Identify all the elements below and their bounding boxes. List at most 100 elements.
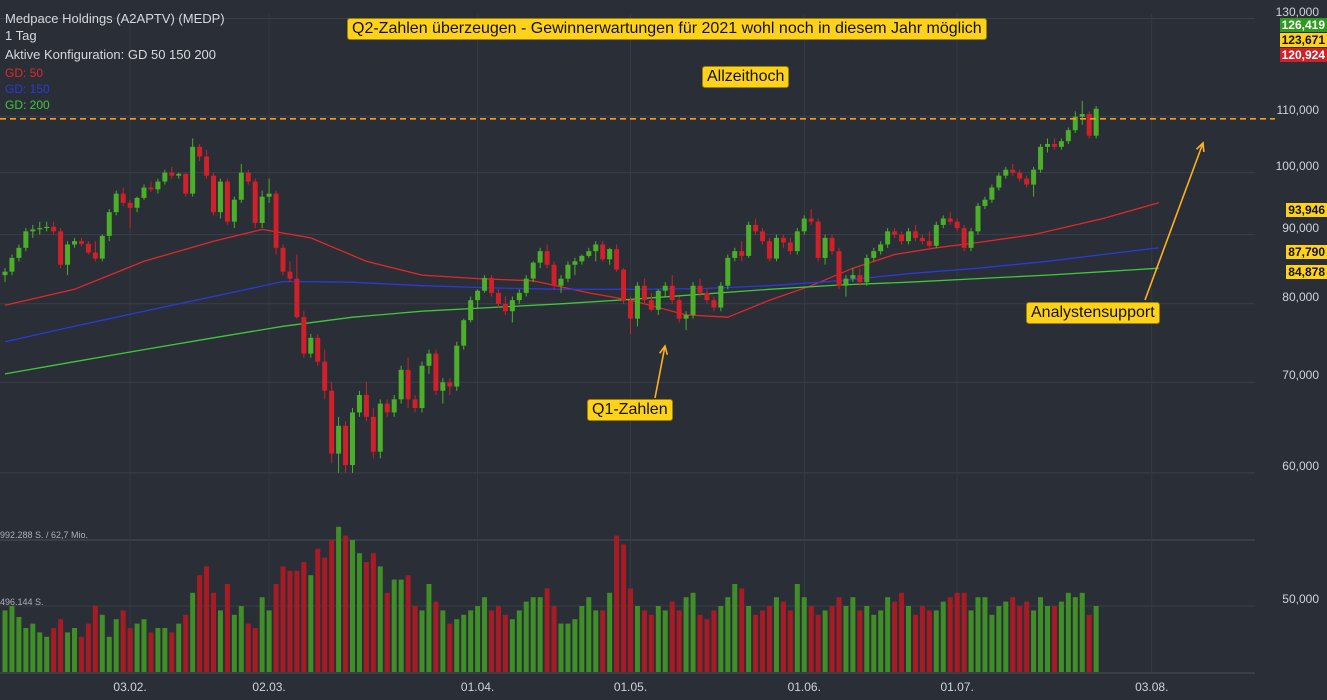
volume-bar [405, 575, 411, 672]
candle-body [231, 199, 237, 222]
volume-bar [197, 575, 203, 672]
candle-body [947, 218, 953, 222]
volume-bar [308, 575, 314, 672]
candle-body [516, 292, 522, 301]
candle-body [44, 226, 50, 229]
candle-body [315, 337, 321, 362]
price-low-badge: 120,924 [1279, 48, 1327, 62]
candle-body [669, 285, 675, 301]
volume-bar [794, 584, 800, 672]
candle-body [982, 199, 988, 206]
volume-bar [2, 610, 8, 672]
candle-body [1051, 144, 1057, 147]
volume-bar [551, 606, 557, 672]
candle-body [343, 425, 349, 466]
volume-bar [155, 628, 161, 672]
volume-bar [301, 562, 307, 672]
candle-body [489, 277, 494, 293]
volume-bar [468, 610, 474, 672]
volume-bar [398, 579, 404, 672]
volume-bar [787, 610, 793, 672]
volume-bar [134, 623, 140, 672]
candle-body [1010, 169, 1016, 173]
candle-body [753, 224, 759, 232]
candle-body [433, 353, 439, 391]
candle-body [600, 244, 606, 260]
volume-bar [530, 597, 536, 672]
volume-bar [683, 597, 689, 672]
candle-body [1058, 141, 1064, 147]
candle-body [99, 235, 105, 259]
candle-body [127, 202, 133, 208]
candle-body [176, 173, 182, 176]
candle-body [259, 196, 265, 223]
volume-bar [933, 610, 939, 672]
candle-body [815, 221, 821, 258]
volume-bar [350, 540, 355, 672]
volume-bar [919, 606, 925, 672]
volume-bar [58, 619, 64, 672]
candle-body [829, 237, 835, 252]
volume-bar [1065, 592, 1071, 672]
candle-body [760, 231, 766, 242]
candle-body [141, 187, 147, 198]
ath-annotation: Allzeithoch [702, 66, 790, 88]
volume-bar [975, 597, 981, 672]
volume-bar [780, 601, 786, 672]
candle-body [37, 228, 43, 230]
candle-body [822, 237, 828, 258]
volume-bar [961, 592, 967, 672]
y-tick-label: 80,000 [1282, 289, 1319, 304]
gd50-legend: GD: 50 [5, 66, 44, 80]
candle-body [808, 218, 814, 222]
y-tick-label: 100,000 [1275, 158, 1319, 173]
candle-body [252, 181, 258, 223]
candle-body [704, 292, 710, 301]
candle-body [989, 187, 995, 200]
candle-body [287, 271, 293, 279]
volume-bar [495, 606, 501, 672]
x-tick-label: 03.02. [113, 680, 147, 694]
candle-body [648, 300, 654, 310]
candle-body [836, 251, 842, 286]
gd-line-150 [4, 247, 1159, 343]
volume-bar [1079, 592, 1085, 672]
candle-body [739, 251, 745, 256]
volume-bar [475, 606, 481, 672]
candle-body [864, 257, 870, 283]
volume-bar [343, 535, 349, 672]
volume-bar [1093, 606, 1099, 672]
candle-body [280, 247, 286, 272]
candle-body [961, 228, 967, 248]
volume-bar [906, 606, 911, 672]
candle-body [65, 244, 71, 265]
volume-bar [162, 628, 168, 672]
y-tick-label: 90,000 [1282, 220, 1319, 235]
volume-bar [1003, 601, 1009, 672]
candle-body [801, 218, 807, 232]
candle-body [120, 193, 126, 203]
volume-bar [433, 601, 439, 672]
candle-body [1024, 178, 1030, 185]
candle-body [350, 412, 355, 466]
candle-body [676, 300, 682, 319]
candle-body [1017, 172, 1023, 179]
volume-bar [447, 623, 453, 672]
candle-body [2, 271, 8, 276]
candle-body [926, 241, 932, 246]
candle-body [78, 241, 84, 244]
candle-body [245, 172, 251, 182]
volume-bar [51, 628, 57, 672]
volume-bar [37, 632, 43, 672]
volume-bar [739, 588, 745, 672]
candle-body [530, 262, 536, 279]
candle-body [892, 231, 898, 235]
candle-body [92, 252, 98, 259]
volume-bar [245, 623, 251, 672]
instrument-title: Medpace Holdings (A2APTV) (MEDP) [5, 11, 225, 26]
volume-bar [176, 623, 182, 672]
gd50-value-badge: 93,946 [1286, 203, 1327, 217]
candle-body [356, 395, 362, 413]
support-arrow [1144, 142, 1204, 301]
